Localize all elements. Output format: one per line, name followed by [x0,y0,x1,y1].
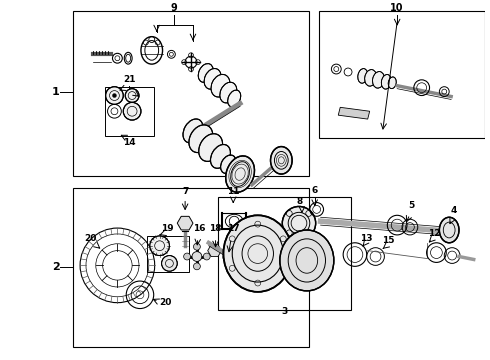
Ellipse shape [199,134,222,161]
Text: 9: 9 [171,3,178,13]
Ellipse shape [220,82,237,103]
Ellipse shape [211,144,230,168]
Text: 15: 15 [382,236,394,245]
Circle shape [106,87,123,104]
Polygon shape [177,216,193,230]
Polygon shape [208,245,221,257]
Ellipse shape [189,125,213,153]
Text: 2: 2 [51,262,59,272]
Ellipse shape [280,230,334,291]
Ellipse shape [220,155,236,174]
Ellipse shape [270,147,292,174]
Circle shape [194,243,200,250]
Ellipse shape [282,207,316,240]
Text: 7: 7 [182,187,188,196]
Text: 4: 4 [451,206,457,215]
Ellipse shape [358,69,368,83]
Text: 5: 5 [409,202,415,211]
Circle shape [203,253,210,260]
Circle shape [150,236,170,256]
Text: 20: 20 [159,298,171,307]
Ellipse shape [211,75,230,97]
Ellipse shape [183,119,203,143]
Text: 20: 20 [85,234,97,243]
Ellipse shape [440,217,459,243]
Text: 16: 16 [193,224,205,233]
Polygon shape [338,107,369,119]
Text: 21: 21 [123,75,135,84]
Ellipse shape [198,64,213,82]
Ellipse shape [228,90,241,107]
Text: 13: 13 [361,234,373,243]
Text: 12: 12 [428,229,441,238]
Circle shape [194,263,200,270]
Text: 10: 10 [391,3,404,13]
Circle shape [192,252,202,261]
Circle shape [113,94,117,98]
Text: 6: 6 [312,186,318,195]
Text: 1: 1 [51,87,59,96]
Text: 19: 19 [161,224,174,233]
Ellipse shape [223,252,237,265]
Circle shape [162,256,177,271]
Ellipse shape [365,69,377,86]
Text: 11: 11 [227,187,240,196]
Text: 3: 3 [281,307,288,316]
Circle shape [184,253,191,260]
Ellipse shape [372,72,385,88]
Text: 18: 18 [209,224,222,233]
Ellipse shape [381,75,392,89]
Circle shape [123,102,141,120]
Ellipse shape [388,77,396,89]
Text: 8: 8 [297,198,303,207]
Ellipse shape [223,215,292,292]
Text: 17: 17 [227,224,240,233]
Ellipse shape [226,156,254,192]
Ellipse shape [204,68,221,89]
Circle shape [125,89,139,102]
Text: 14: 14 [123,138,135,147]
